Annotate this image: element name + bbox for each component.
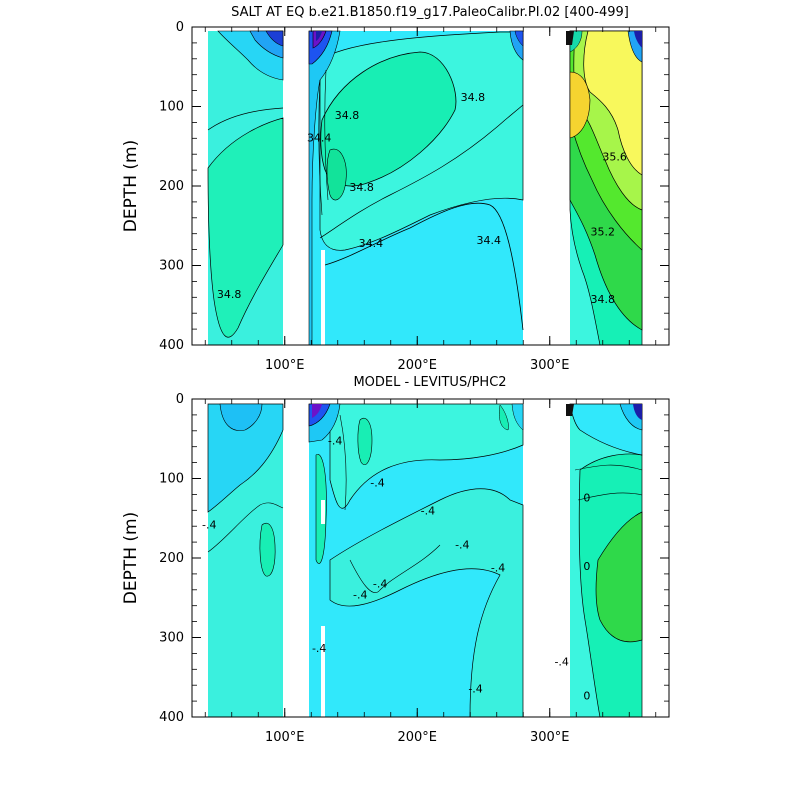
bottom-contour-label: -.4 — [370, 476, 384, 489]
top-contour-labels: 34.834.834.434.834.4 34.434.835.635.234.8 — [217, 91, 627, 306]
top-pacific-west-navy — [316, 31, 322, 41]
bottom-title: MODEL - LEVITUS/PHC2 — [353, 375, 506, 390]
bottom-pacific-white-gap-lower — [321, 626, 325, 717]
bottom-ytick-label: 100 — [159, 472, 184, 487]
top-atlantic-section — [566, 30, 643, 345]
bottom-contour-label: -.4 — [491, 562, 505, 575]
bottom-indian-line — [207, 502, 284, 553]
bottom-ytick-label: 400 — [159, 710, 184, 725]
bottom-atlantic-top-blue — [569, 403, 643, 456]
top-pacific-green-core — [320, 51, 457, 187]
bottom-pacific-west-violet — [312, 404, 322, 418]
bottom-contour-label: -.4 — [455, 538, 469, 551]
top-indian-section — [207, 30, 284, 345]
bottom-pacific-east-blue — [511, 403, 524, 431]
top-atlantic-top-dark — [566, 31, 574, 45]
bottom-contour-label: -.4 — [468, 682, 482, 695]
top-contour-label: 34.4 — [307, 132, 332, 145]
bottom-indian-blue — [207, 403, 284, 513]
bottom-xtick-label: 100°E — [265, 730, 305, 745]
top-xtick-label: 300°E — [530, 358, 570, 373]
bottom-atlantic-top-darkest — [633, 404, 642, 420]
bottom-contour-label: -.4 — [421, 504, 435, 517]
bottom-indian-green-spot — [259, 522, 276, 577]
bottom-pacific-lower-band — [329, 488, 524, 717]
top-panel: SALT AT EQ b.e21.B1850.f19_g17.PaleoCali… — [121, 5, 670, 373]
bottom-pacific-east-green — [499, 404, 509, 431]
bottom-contour-label: 0 — [583, 690, 590, 703]
top-pacific-thin-lines — [318, 69, 329, 216]
bottom-atlantic-thin-lines — [574, 464, 643, 501]
bottom-contour-label: -.4 — [328, 434, 342, 447]
bottom-panel: MODEL - LEVITUS/PHC2 — [121, 375, 670, 745]
bottom-contour-label: -.4 — [554, 655, 568, 668]
top-pacific-white-gap — [321, 250, 325, 345]
bottom-ytick-label: 0 — [176, 392, 184, 407]
top-ytick-label: 400 — [159, 338, 184, 353]
bottom-atlantic-section — [566, 403, 643, 717]
bottom-contour-label: 0 — [583, 492, 590, 505]
top-atlantic-yellow — [583, 30, 643, 176]
bottom-contour-label: -.4 — [202, 519, 216, 532]
top-atlantic-east-deep — [634, 31, 642, 48]
top-pacific-section — [308, 30, 524, 345]
top-contour-label: 34.8 — [591, 293, 616, 306]
top-contour-label: 35.2 — [591, 225, 616, 238]
top-ytick-label: 300 — [159, 259, 184, 274]
bottom-ytick-label: 300 — [159, 631, 184, 646]
top-plot-area — [207, 30, 643, 345]
bottom-pacific-thin-line-a — [339, 414, 347, 511]
bottom-pacific-green-patch — [357, 417, 373, 466]
top-title: SALT AT EQ b.e21.B1850.f19_g17.PaleoCali… — [231, 5, 629, 20]
top-atlantic-gold — [569, 71, 591, 139]
top-contour-label: 34.8 — [461, 91, 486, 104]
top-pacific-34-8-line-lower — [319, 104, 524, 239]
top-indian-darkest — [265, 30, 284, 47]
bottom-indian-deep — [219, 403, 263, 431]
top-xtick-label: 200°E — [397, 358, 437, 373]
bottom-contour-label: -.4 — [353, 589, 367, 602]
top-pacific-green-tongue — [326, 148, 347, 201]
top-indian-green-lobe — [207, 117, 284, 338]
top-contour-label: 34.8 — [349, 181, 374, 194]
bottom-xtick-label: 300°E — [530, 730, 570, 745]
bottom-contour-label: 0 — [583, 560, 590, 573]
bottom-indian-section — [207, 403, 284, 717]
top-ylabel: DEPTH (m) — [121, 140, 141, 232]
bottom-contour-label: -.4 — [312, 642, 326, 655]
top-contour-label: 34.4 — [477, 234, 502, 247]
bottom-pacific-section — [308, 403, 524, 717]
top-pacific-34-4-line — [324, 202, 524, 331]
top-ytick-label: 0 — [176, 20, 184, 35]
top-indian-line-a — [207, 107, 284, 131]
top-ytick-label: 200 — [159, 179, 184, 194]
bottom-xtick-label: 200°E — [397, 730, 437, 745]
bottom-ylabel: DEPTH (m) — [121, 512, 141, 604]
bottom-plot-area — [207, 403, 643, 717]
top-contour-label: 34.8 — [335, 109, 360, 122]
bottom-contour-labels: -.4 -.4 -.4 -.4 -.4 -.4 -.4 -.4 -.4 -.4 -.4 0 0 0 — [202, 434, 590, 702]
bottom-pacific-white-gap-upper — [321, 500, 325, 524]
bottom-contour-label: -.4 — [373, 577, 387, 590]
top-contour-label: 35.6 — [602, 151, 627, 164]
top-ytick-label: 100 — [159, 100, 184, 115]
bottom-axes: 100°E 200°E 300°E 0 100 200 300 400 — [159, 392, 669, 745]
bottom-pacific-upper-band — [329, 403, 524, 509]
bottom-pacific-thin-line-b — [349, 544, 441, 593]
top-xtick-label: 100°E — [265, 358, 305, 373]
top-axes: 100°E 200°E 300°E 0 100 200 300 400 — [159, 20, 669, 373]
bottom-atlantic-top-left — [566, 404, 574, 416]
bottom-atlantic-green2 — [595, 511, 643, 643]
top-contour-label: 34.4 — [359, 237, 384, 250]
top-pacific-east-deep — [514, 30, 524, 47]
top-contour-label: 34.8 — [217, 288, 242, 301]
bottom-ytick-label: 200 — [159, 551, 184, 566]
